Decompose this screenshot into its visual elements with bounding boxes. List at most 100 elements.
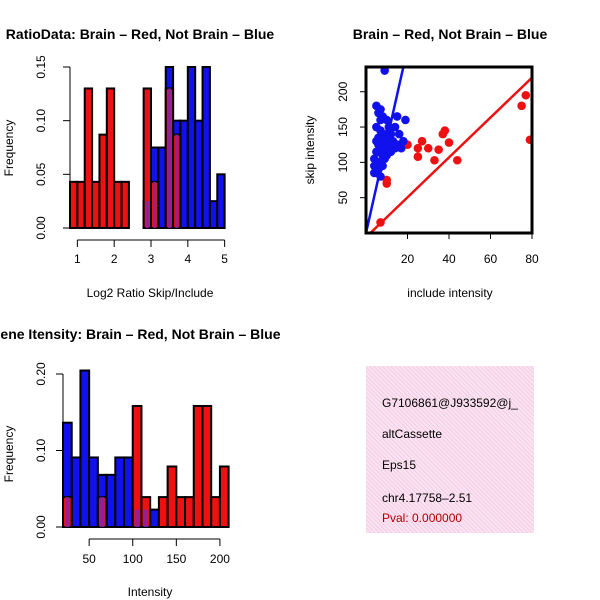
blue-bar [149,508,160,529]
x-tick-label: 100 [123,552,143,566]
blue-bar [194,119,204,229]
x-tick-label: 20 [401,252,415,266]
ratio-histogram-axes: 0.00 0.05 0.10 0.15 1 2 3 4 5 [34,55,228,266]
red-point [430,155,439,165]
blue-point [396,143,406,153]
x-tick-label: 1 [74,252,81,266]
red-bar [120,180,130,229]
event-type-text: altCassette [382,427,443,441]
scatter-panel: Brain – Red, Not Brain – Blue 50 100 150 20… [303,26,547,300]
scatter-xlabel: include intensity [407,286,492,300]
overlap-bar [153,181,157,228]
blue-bar [157,146,167,229]
intensity-histogram-xlabel: Intensity [128,585,173,599]
red-bar [157,496,169,529]
red-point [417,136,427,146]
red-bar [218,465,230,528]
x-tick-label: 4 [184,252,191,266]
blue-bar [179,119,189,229]
intensity-histogram-title: Gene Itensity: Brain – Red, Not Brain – … [0,326,281,342]
ratio-histogram-panel: RatioData: Brain – Red, Not Brain – Blue… [2,26,274,300]
overlap-bar [167,88,172,228]
red-point [413,152,423,162]
blue-bar [114,456,126,529]
scatter-plot-area [366,67,532,233]
scatter-title: Brain – Red, Not Brain – Blue [353,26,548,42]
overlap-bar [143,509,149,527]
x-tick-label: 60 [484,252,498,266]
blue-point [376,105,385,114]
red-bar [166,465,178,528]
ratio-histogram-bars [69,66,226,230]
y-tick-label: 0.10 [34,109,48,133]
blue-bar [208,200,219,230]
intensity-histogram-axes: 0.00 0.10 0.20 50 100 150 200 [34,362,230,566]
blue-bar [123,456,134,529]
x-tick-label: 50 [82,552,96,566]
overlap-bar [134,509,140,527]
overlap-bar [65,497,70,527]
y-tick-label: 0.20 [34,362,48,386]
red-point [521,90,531,100]
red-point [382,175,392,185]
y-tick-label: 0.10 [34,438,48,462]
blue-point [380,67,389,75]
gene-name-text: Eps15 [382,458,417,472]
y-tick-label: 0.00 [34,216,48,240]
overlap-bar [145,201,149,228]
blue-point [394,129,404,139]
location-text: chr4.17758–2.51 [382,491,473,505]
y-tick-label: 200 [336,81,350,101]
blue-bar [216,173,226,229]
y-tick-label: 0.00 [34,515,48,539]
red-bar [69,180,79,229]
red-point [434,145,443,154]
intensity-histogram-panel: Gene Itensity: Brain – Red, Not Brain – … [0,326,281,599]
blue-point [399,136,408,146]
scatter-inner [366,67,532,233]
x-tick-label: 150 [166,552,186,566]
overlap-bar [175,134,179,228]
red-point [440,126,450,135]
ratio-histogram-title: RatioData: Brain – Red, Not Brain – Blue [6,26,275,42]
event-id-text: G7106861@J933592@j_ [382,396,518,410]
red-point [444,138,454,147]
red-bar [131,404,143,528]
blue-bar [186,66,197,229]
red-bar [91,180,101,229]
ratio-histogram-ylabel: Frequency [2,120,16,177]
red-point [525,135,532,145]
y-tick-label: 0.15 [34,55,48,79]
blue-point [382,115,392,125]
x-tick-label: 2 [111,252,118,266]
red-bar [175,496,187,529]
scatter-axes: 50 100 150 200 20 40 60 80 [336,65,539,266]
red-bar [113,180,123,229]
scatter-ylabel: skip intensity [303,116,317,185]
red-fit-line [368,76,532,233]
red-point [517,101,526,111]
y-tick-label: 0.05 [34,162,48,186]
overlap-bar [99,497,105,527]
blue-fit-line [366,67,405,233]
y-tick-label: 100 [336,152,350,172]
y-tick-label: 50 [336,191,350,205]
blue-bar [105,473,117,529]
blue-bar [201,66,211,229]
x-tick-label: 40 [442,252,456,266]
event-info-box: G7106861@J933592@j_ altCassette Eps15 ch… [366,366,534,533]
red-point [413,143,423,153]
x-tick-label: 200 [210,552,230,566]
red-point [453,155,462,165]
red-bar [105,87,116,230]
pval-text: Pval: 0.000000 [382,511,463,525]
red-bar [201,404,213,528]
red-bar [83,87,94,230]
red-bar [76,180,86,229]
y-tick-label: 150 [336,117,350,137]
blue-bar [70,456,82,529]
red-point [423,143,433,153]
red-bar [184,496,195,529]
blue-bar [88,456,99,529]
